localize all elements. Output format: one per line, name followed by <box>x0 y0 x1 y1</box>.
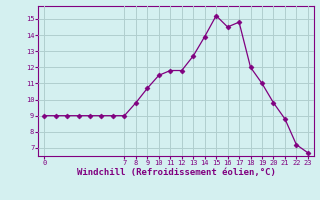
X-axis label: Windchill (Refroidissement éolien,°C): Windchill (Refroidissement éolien,°C) <box>76 168 276 177</box>
